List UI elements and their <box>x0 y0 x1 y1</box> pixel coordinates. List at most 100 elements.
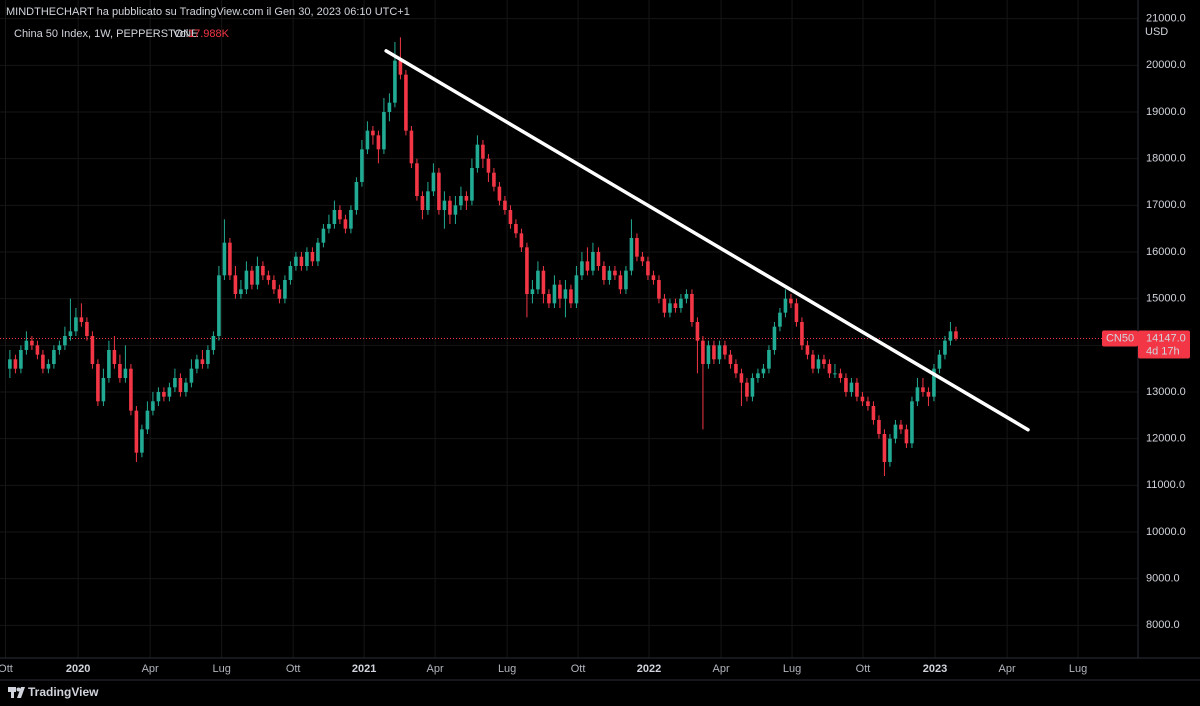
candle-body <box>233 275 238 294</box>
candle-body <box>668 303 672 313</box>
candle-body <box>728 354 733 364</box>
candle-body <box>63 336 67 346</box>
y-tick-label: 20000.0 <box>1146 59 1186 71</box>
x-tick-label: Lug <box>1069 663 1087 675</box>
candle-body <box>85 322 89 336</box>
y-tick-label: 13000.0 <box>1146 386 1186 398</box>
candle-body <box>800 322 804 346</box>
candle-body <box>316 242 320 262</box>
candle-body <box>107 350 111 378</box>
x-tick-label: 2022 <box>637 663 661 675</box>
candle-body <box>244 270 249 290</box>
volume-value: 17.988K <box>188 28 230 40</box>
footer-logo <box>8 687 25 698</box>
candle-body <box>420 196 425 210</box>
candle-body <box>294 256 298 266</box>
candle-body <box>877 420 881 434</box>
x-tick-label: Lug <box>212 663 230 675</box>
y-tick-label: 16000.0 <box>1146 246 1186 258</box>
candle-body <box>134 410 139 453</box>
candle-body <box>310 252 315 262</box>
candle-body <box>657 280 661 299</box>
candle-body <box>228 242 232 276</box>
candle-body <box>376 135 381 150</box>
candle-body <box>794 303 799 322</box>
x-tick-label: Ott <box>856 663 871 675</box>
candle-body <box>409 130 414 164</box>
candle-body <box>497 186 502 201</box>
candle-body <box>745 382 749 397</box>
candle-body <box>96 364 100 402</box>
candle-body <box>272 280 276 290</box>
candle-body <box>195 359 199 369</box>
candle-body <box>756 373 760 378</box>
candle-body <box>580 261 584 276</box>
candle-body <box>79 317 84 322</box>
x-tick-label: Apr <box>142 663 159 675</box>
candle-body <box>783 298 788 313</box>
x-tick-label: Apr <box>999 663 1016 675</box>
candle-body <box>101 378 106 402</box>
x-tick-label: 2021 <box>352 663 376 675</box>
footer-brand: TradingView <box>28 685 99 699</box>
symbol-legend: China 50 Index, 1W, PEPPERSTONE <box>14 28 198 40</box>
candle-body <box>651 275 656 280</box>
candle-body <box>712 345 716 360</box>
candle-body <box>563 289 568 299</box>
x-tick-label: Ott <box>0 663 13 675</box>
candle-body <box>646 261 650 276</box>
candle-body <box>833 373 837 375</box>
candle-body <box>349 210 353 229</box>
candle-body <box>112 350 117 364</box>
candle-body <box>118 364 122 378</box>
currency: USD <box>1145 26 1168 38</box>
candle-body <box>937 354 942 369</box>
candle-body <box>459 196 463 206</box>
volume-caption: Vol <box>173 28 188 40</box>
candle-body <box>74 317 78 332</box>
candle-body <box>932 368 936 397</box>
x-tick-label: Ott <box>571 663 586 675</box>
candle-body <box>855 382 859 397</box>
y-tick-label: 15000.0 <box>1146 293 1186 305</box>
candle-body <box>178 378 183 392</box>
candle-body <box>382 112 386 150</box>
candle-body <box>860 396 865 402</box>
candle-body <box>332 210 337 224</box>
candle-body <box>673 303 678 308</box>
candle-body <box>706 345 711 364</box>
candle-body <box>19 350 23 369</box>
y-tick-label: 9000.0 <box>1146 573 1180 585</box>
candle-body <box>492 172 496 187</box>
candle-body <box>536 270 540 290</box>
candle-body <box>822 359 826 364</box>
x-tick-label: Lug <box>783 663 801 675</box>
candle-body <box>541 270 546 294</box>
y-tick-label: 12000.0 <box>1146 433 1186 445</box>
candle-body <box>453 205 458 215</box>
candle-body <box>360 149 364 182</box>
candle-body <box>844 378 848 392</box>
candle-body <box>679 298 683 308</box>
candle-body <box>140 429 144 453</box>
candle-body <box>547 294 551 304</box>
candle-body <box>486 158 491 173</box>
candle-body <box>558 284 562 299</box>
candle-body <box>200 359 205 364</box>
candle-body <box>915 387 920 402</box>
candle-body <box>415 163 419 196</box>
candle-body <box>838 373 843 378</box>
candle-body <box>442 200 447 210</box>
candle-body <box>24 340 29 350</box>
candle-body <box>189 368 194 383</box>
candle-body <box>8 359 12 369</box>
candle-body <box>525 247 529 294</box>
candle-body <box>448 200 452 215</box>
candle-body <box>910 401 914 444</box>
candle-body <box>954 331 958 339</box>
candle-body <box>530 289 535 294</box>
candle-body <box>211 336 216 350</box>
candle-body <box>508 210 513 224</box>
candle-body <box>635 238 639 257</box>
